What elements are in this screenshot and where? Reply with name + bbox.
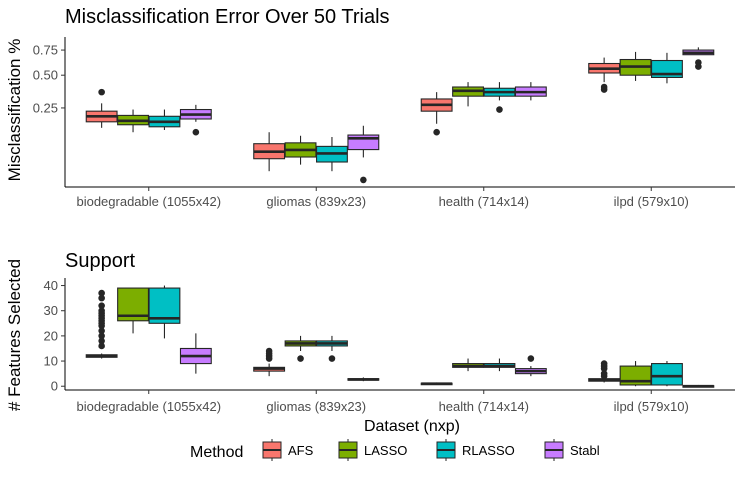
legend-label: RLASSO: [462, 443, 515, 458]
legend-label: Stabl: [570, 443, 600, 458]
box-outlier-point: [98, 289, 105, 297]
panel1-x-ticks: biodegradable (1055x42) gliomas (839x23)…: [76, 194, 688, 209]
box-outlier-point: [265, 347, 273, 355]
panel2-xtick-label: health (714x14): [439, 399, 529, 414]
panel1-title: Misclassification Error Over 50 Trials: [65, 6, 390, 28]
panel2-xtick-label: biodegradable (1055x42): [76, 399, 221, 414]
legend-label: LASSO: [364, 443, 407, 458]
legend-label: AFS: [288, 443, 314, 458]
panel2-title: Support: [65, 250, 135, 272]
panel1-y-ticks: 0.25 0.50 0.75: [33, 43, 58, 116]
box-outlier-point: [600, 360, 608, 367]
box-outlier-point: [433, 128, 440, 136]
box-outlier-point: [695, 59, 702, 66]
box-outlier-point: [98, 332, 105, 340]
panel1-boxes: [85, 47, 715, 184]
panel2-xtick-label: ilpd (579x10): [614, 399, 689, 414]
panel2-ytick-label: 0: [51, 379, 58, 394]
box-outlier-point: [527, 355, 535, 362]
panel2-ytick-label: 30: [44, 303, 58, 318]
panel1-ytick-label: 0.50: [33, 68, 58, 83]
box-outlier-point: [98, 302, 105, 309]
panel2-boxes: [85, 285, 715, 388]
panel-support: Support # Features Selected 0 10 20 30 4…: [5, 250, 735, 435]
panel2-y-ticks: 0 10 20 30 40: [44, 278, 58, 394]
box-rect: [651, 363, 683, 386]
panel1-ytick-label: 0.75: [33, 43, 58, 58]
panel1-xtick-label: gliomas (839x23): [266, 194, 366, 209]
legend-items: AFS LASSO RLASSO Stabl: [262, 439, 600, 461]
panel2-x-ticks: biodegradable (1055x42) gliomas (839x23)…: [76, 399, 688, 414]
panel1-y-axis-label: Misclassification %: [5, 39, 24, 182]
box-outlier-point: [600, 370, 608, 377]
panel2-axes: [61, 278, 735, 394]
legend-title: Method: [190, 444, 243, 461]
panel1-axes: [61, 37, 735, 191]
panel-misclassification: Misclassification Error Over 50 Trials M…: [5, 6, 735, 209]
box-outlier-point: [192, 128, 200, 136]
panel1-xtick-label: ilpd (579x10): [614, 194, 689, 209]
panel2-x-axis-label: Dataset (nxp): [364, 418, 460, 435]
panel2-ytick-label: 40: [44, 278, 58, 293]
box-outlier-point: [98, 337, 105, 345]
box-outlier-point: [328, 355, 336, 362]
panel1-xtick-label: biodegradable (1055x42): [76, 194, 221, 209]
panel2-ytick-label: 20: [44, 328, 58, 343]
panel2-ytick-label: 10: [44, 354, 58, 369]
box-outlier-point: [297, 355, 304, 362]
legend: Method AFS LASSO RLASSO Stabl: [190, 439, 600, 461]
box-outlier-point: [98, 327, 105, 335]
box-outlier-point: [496, 106, 503, 113]
panel2-xtick-label: gliomas (839x23): [266, 399, 366, 414]
box-outlier-point: [98, 342, 105, 350]
box-outlier-point: [98, 294, 105, 302]
box-outlier-point: [600, 83, 608, 91]
panel1-ytick-label: 0.25: [33, 100, 58, 115]
box-outlier-point: [98, 88, 105, 96]
box-outlier-point: [98, 307, 105, 315]
panel1-xtick-label: health (714x14): [439, 194, 529, 209]
panel2-y-axis-label: # Features Selected: [5, 259, 24, 411]
box-outlier-point: [360, 176, 367, 184]
